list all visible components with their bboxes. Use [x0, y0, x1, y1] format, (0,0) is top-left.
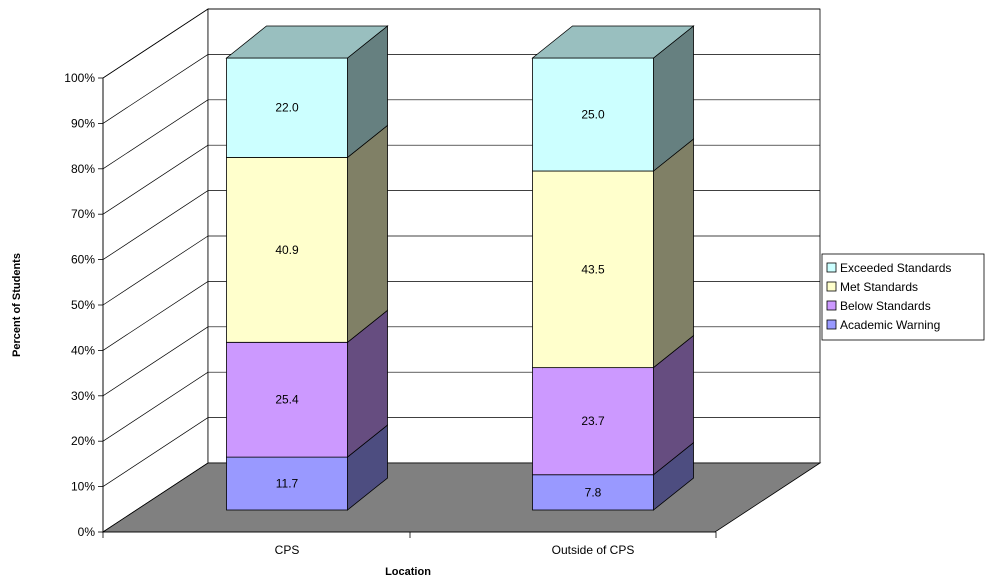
x-tick-label: Outside of CPS	[552, 543, 635, 557]
data-label: 40.9	[275, 243, 299, 257]
bar-segment	[226, 57, 348, 158]
bar-segment	[532, 170, 654, 369]
gridline-side	[102, 417, 209, 487]
axes: 0% 10% 20% 30% 40% 50% 60% 70% 80% 90% 100% CPS Outs…	[64, 71, 717, 557]
legend-label: Academic Warning	[840, 318, 940, 332]
gridline-side	[102, 235, 209, 306]
data-label: 7.8	[585, 485, 602, 499]
bar-segment	[226, 341, 348, 458]
y-tick-label: 60%	[71, 253, 95, 267]
data-label: 23.7	[581, 414, 605, 428]
legend: Exceeded Standards Met Standards Below Sta…	[821, 253, 985, 341]
y-tick-label: 100%	[64, 71, 95, 85]
data-label: 22.0	[275, 101, 299, 115]
y-tick-label: 40%	[71, 343, 95, 357]
gridline-side	[102, 8, 209, 79]
bar-side	[347, 124, 388, 344]
gridline-side	[102, 326, 209, 397]
gridline-side	[102, 190, 209, 260]
bar-top	[531, 25, 695, 59]
chart-walls	[102, 8, 821, 533]
y-tick-label: 20%	[71, 434, 95, 448]
bar-segment	[532, 367, 654, 476]
data-labels: 11.7 25.4 40.9 22.0 7.8 23.7 43.5 25.0	[275, 101, 605, 500]
y-axis-title: Percent of Students	[11, 253, 23, 357]
gridline-side	[102, 281, 209, 351]
legend-swatch	[826, 300, 837, 311]
gridline-side	[102, 371, 209, 442]
bar-segment	[532, 57, 654, 172]
legend-label: Below Standards	[840, 299, 931, 313]
y-tick-label: 80%	[71, 162, 95, 176]
bar-segment	[532, 474, 654, 511]
data-label: 25.0	[581, 108, 605, 122]
legend-swatch	[826, 319, 837, 330]
bar-top	[225, 25, 389, 59]
y-tick-label: 0%	[78, 525, 96, 539]
y-tick-label: 70%	[71, 207, 95, 221]
x-tick-label: CPS	[275, 543, 300, 557]
y-tick-label: 50%	[71, 298, 95, 312]
legend-label: Exceeded Standards	[840, 261, 951, 275]
bar-segment	[226, 157, 348, 343]
data-label: 11.7	[276, 477, 299, 491]
bars	[225, 25, 695, 511]
bar-segment	[226, 456, 348, 511]
data-label: 25.4	[275, 393, 299, 407]
legend-swatch	[826, 262, 837, 273]
y-tick-label: 30%	[71, 389, 95, 403]
y-tick-label: 90%	[71, 116, 95, 130]
legend-box	[821, 253, 985, 341]
legend-swatch	[826, 281, 837, 292]
gridline-side	[102, 54, 209, 124]
y-tick-label: 10%	[71, 480, 95, 494]
legend-label: Met Standards	[840, 280, 918, 294]
gridline-side	[102, 144, 209, 215]
floor-plane	[101, 462, 822, 533]
data-label: 43.5	[581, 262, 605, 276]
gridline-side	[102, 99, 209, 170]
x-axis-title: Location	[385, 566, 431, 578]
chart-floor	[101, 462, 822, 533]
bar-side	[653, 138, 694, 369]
